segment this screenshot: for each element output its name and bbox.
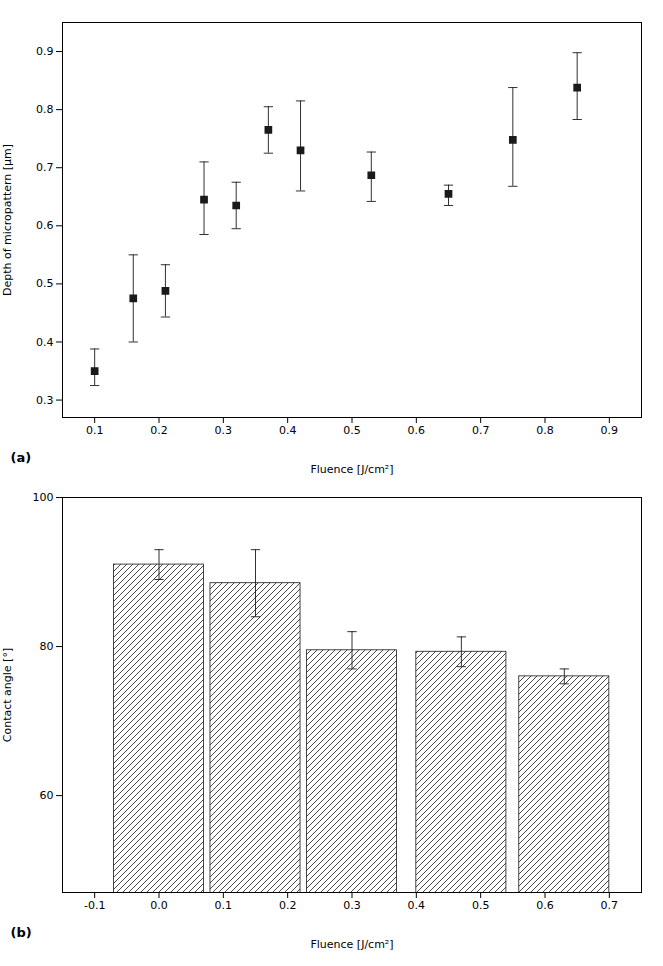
svg-text:0.4: 0.4 (279, 424, 297, 437)
svg-text:Depth of micropattern [µm]: Depth of micropattern [µm] (1, 144, 14, 296)
svg-text:0.2: 0.2 (279, 899, 297, 912)
svg-text:0.6: 0.6 (536, 899, 554, 912)
svg-text:Contact angle [°]: Contact angle [°] (1, 648, 14, 742)
svg-text:0.3: 0.3 (36, 394, 54, 407)
svg-text:(b): (b) (11, 925, 32, 940)
svg-text:0.1: 0.1 (215, 899, 233, 912)
svg-text:0.3: 0.3 (215, 424, 233, 437)
svg-text:0.3: 0.3 (343, 899, 361, 912)
svg-text:0.4: 0.4 (408, 899, 426, 912)
svg-text:-0.1: -0.1 (84, 899, 105, 912)
svg-text:0.9: 0.9 (36, 45, 54, 58)
svg-text:0.0: 0.0 (150, 899, 168, 912)
svg-text:0.5: 0.5 (343, 424, 361, 437)
svg-text:80: 80 (40, 640, 54, 653)
svg-text:0.5: 0.5 (472, 899, 490, 912)
svg-text:0.7: 0.7 (36, 161, 54, 174)
svg-text:0.8: 0.8 (536, 424, 554, 437)
svg-text:0.1: 0.1 (86, 424, 104, 437)
svg-text:0.2: 0.2 (150, 424, 168, 437)
svg-text:(a): (a) (11, 450, 32, 465)
svg-text:0.9: 0.9 (601, 424, 619, 437)
svg-text:60: 60 (40, 789, 54, 802)
svg-text:0.8: 0.8 (36, 103, 54, 116)
svg-text:Fluence [J/cm²]: Fluence [J/cm²] (310, 463, 393, 476)
svg-text:0.4: 0.4 (36, 336, 54, 349)
svg-text:0.5: 0.5 (36, 277, 54, 290)
svg-text:0.7: 0.7 (601, 899, 619, 912)
svg-text:0.6: 0.6 (408, 424, 426, 437)
svg-text:Fluence [J/cm²]: Fluence [J/cm²] (310, 938, 393, 951)
svg-text:100: 100 (33, 491, 54, 504)
svg-text:0.6: 0.6 (36, 219, 54, 232)
svg-text:0.7: 0.7 (472, 424, 490, 437)
